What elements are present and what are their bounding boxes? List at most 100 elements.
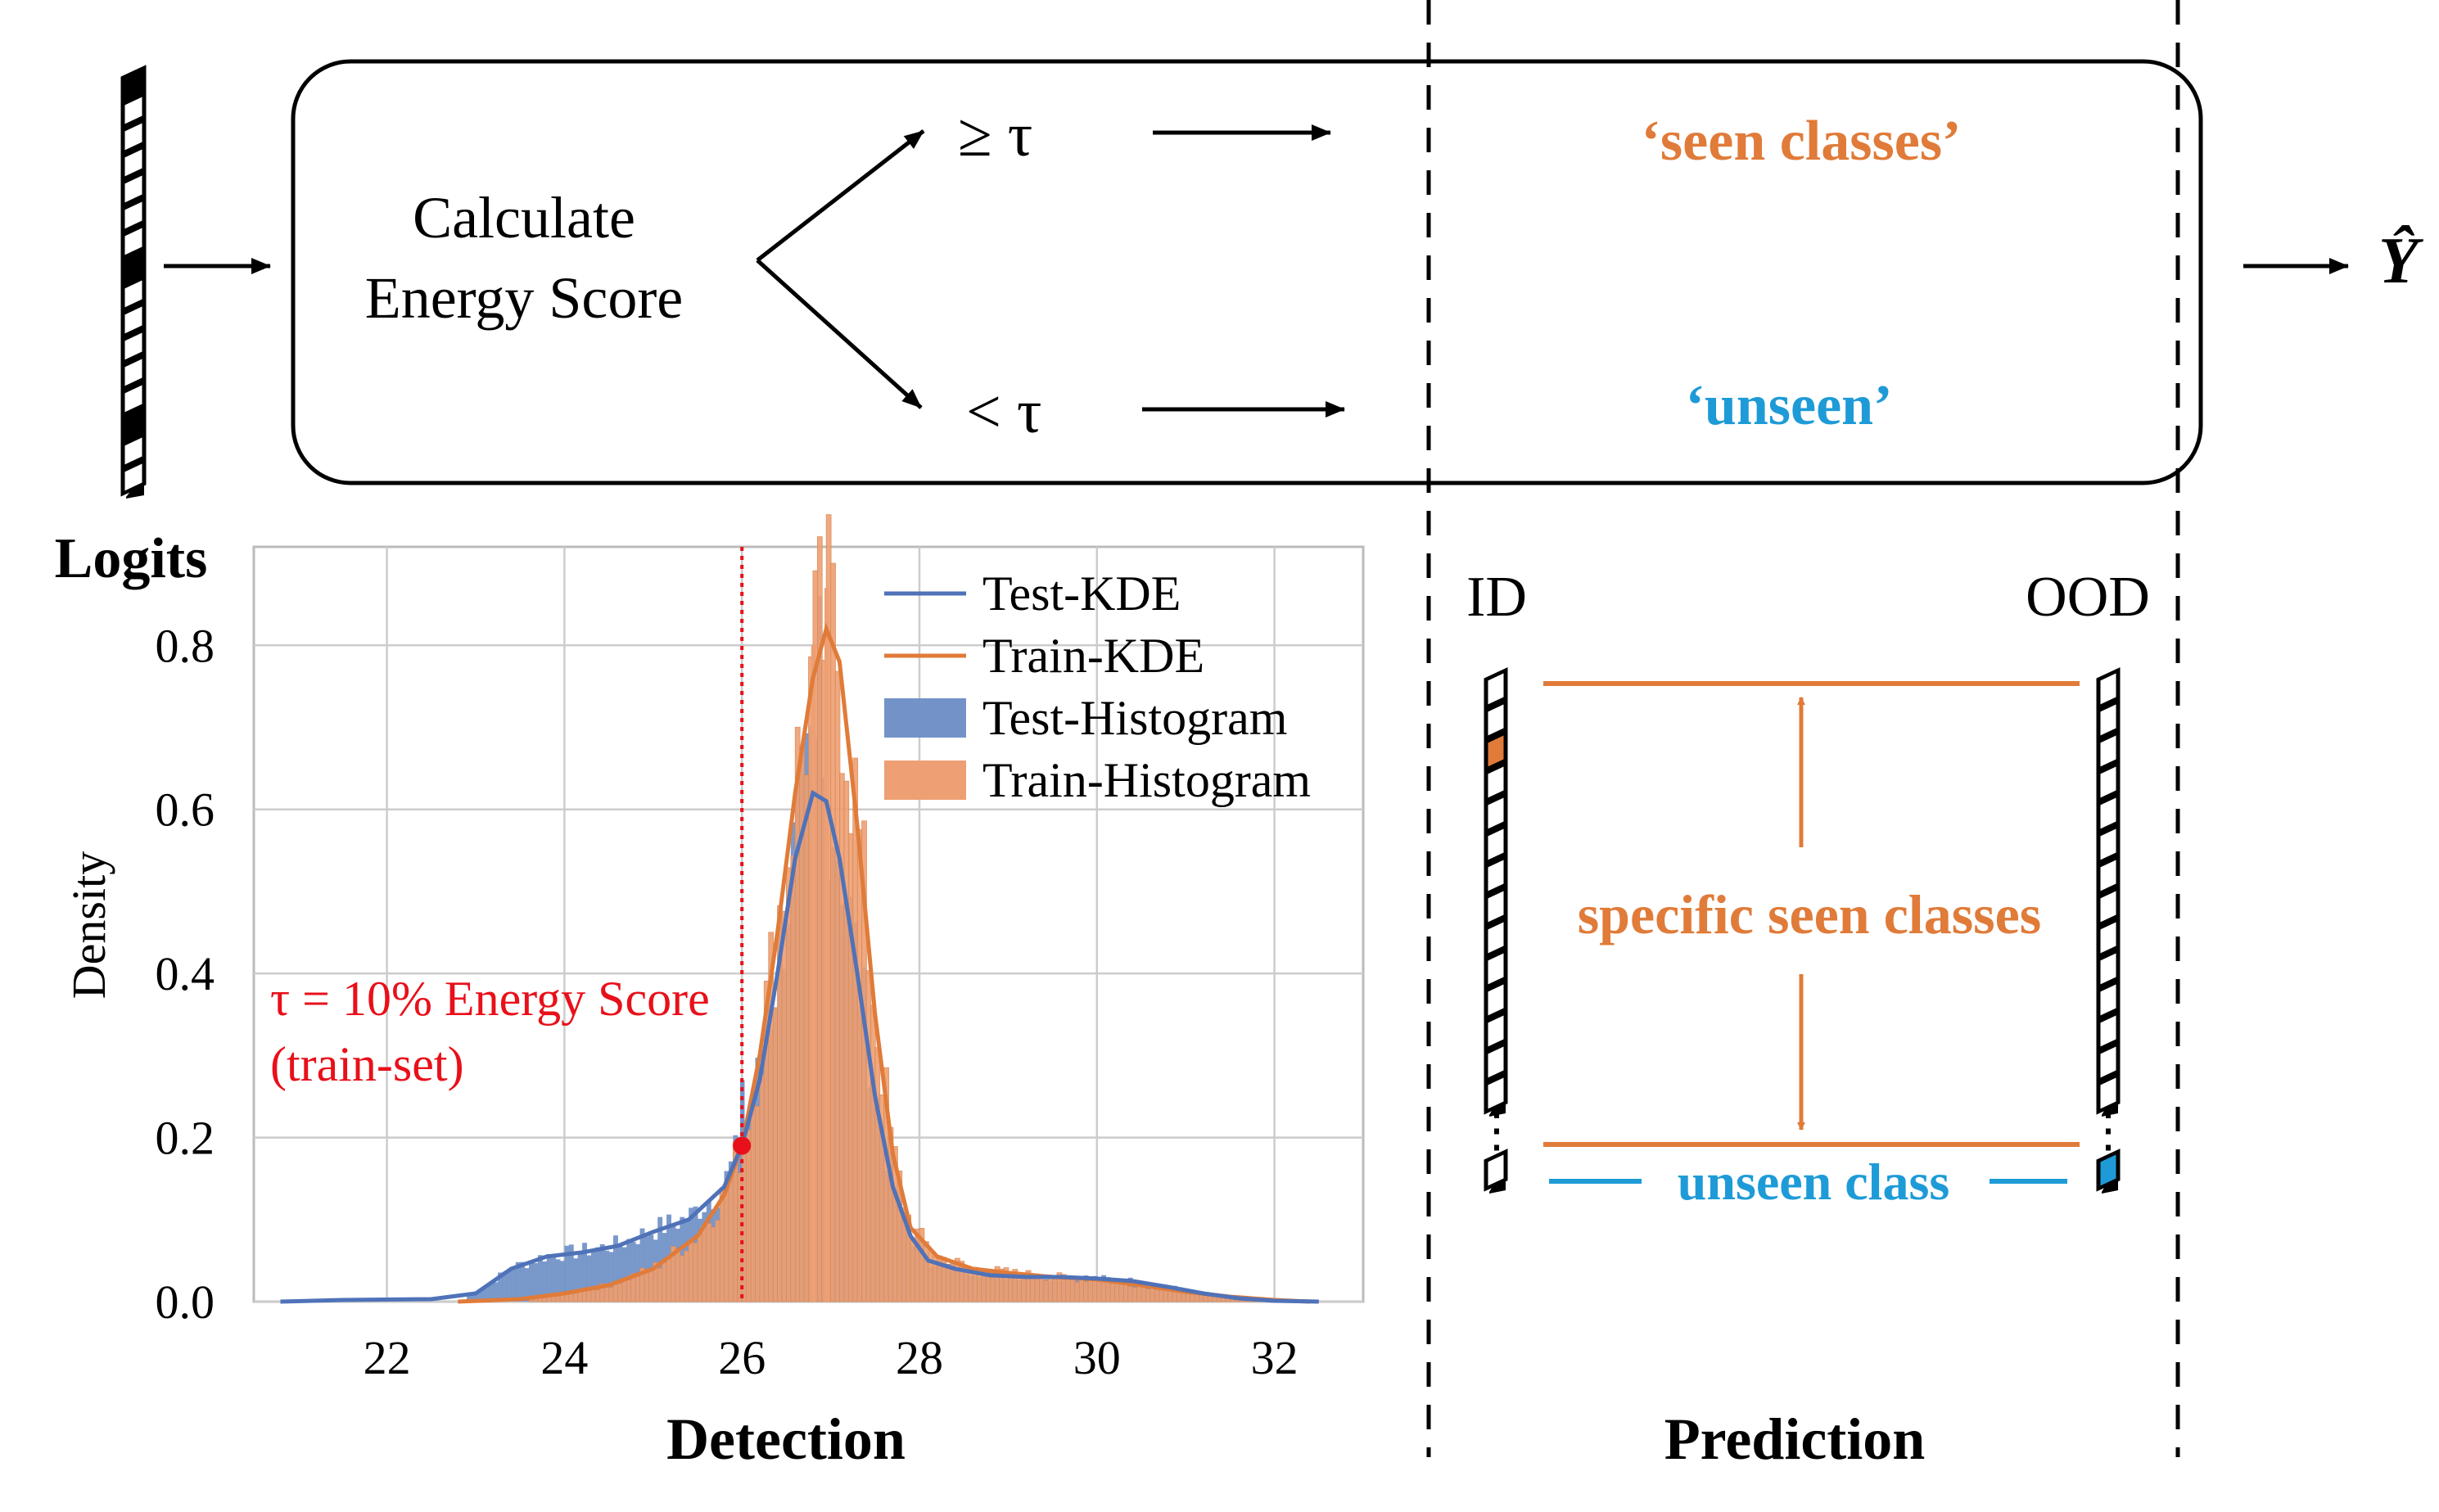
test-histogram-bar [559,1261,565,1302]
logit-cell [2096,916,2121,959]
logit-cell [1484,823,1508,866]
test-histogram-bar [551,1254,557,1302]
legend-entry: Test-Histogram [982,691,1287,745]
branch-high-label: ≥ τ [958,101,1032,169]
test-histogram-bar [524,1268,530,1302]
logit-cell [120,143,147,183]
logit-cell [1484,761,1508,804]
x-tick-label: 22 [364,1331,411,1384]
logit-cell [1484,885,1508,928]
y-tick-label: 0.4 [156,947,215,1000]
logit-cell [1484,916,1508,959]
logit-cell [2096,1009,2121,1053]
test-histogram-bar [564,1245,570,1302]
logit-cell [1484,1009,1508,1053]
logit-cell [1484,698,1508,742]
logit-cell [2096,792,2121,835]
logit-cell [2096,667,2121,711]
test-histogram-bar [617,1244,623,1302]
logit-cell [120,91,147,130]
logit-cell [120,65,147,104]
logit-cell [2096,1072,2121,1115]
test-histogram-bar [489,1282,495,1302]
logit-cell [120,169,147,209]
logit-cell [2096,698,2121,742]
unseen-class-label: unseen class [1678,1153,1950,1211]
test-histogram-bar [542,1261,548,1302]
test-histogram-bar [467,1293,472,1302]
ood-ellipsis: ⋮ [2084,1104,2132,1157]
y-hat-symbol: Ŷ [2378,225,2423,297]
test-histogram-bar [644,1236,649,1302]
logit-cell [120,405,147,445]
y-tick-label: 0.8 [156,619,215,672]
branch-arrow-low [756,259,923,409]
logit-cell [120,248,147,287]
ood-label: OOD [2026,566,2150,629]
id-label: ID [1466,566,1527,629]
logit-cell [2096,761,2121,804]
branch-arrow-high [756,129,925,262]
x-tick-label: 28 [896,1331,943,1384]
seen-classes-output: ‘seen classes’ [1642,110,1962,173]
logit-cell [120,431,147,471]
test-histogram-bar [657,1216,663,1302]
test-histogram-bar [599,1243,605,1302]
train-histogram-bar [811,645,816,1302]
energy-score-box [291,59,2203,485]
test-histogram-bar [639,1228,645,1302]
test-histogram-bar [498,1272,504,1302]
test-histogram-bar [502,1271,508,1302]
test-histogram-bar [533,1262,539,1302]
logit-cell [1484,947,1508,991]
logit-cell [120,353,147,392]
test-histogram-bar [568,1244,574,1302]
ood-logit-vector-icon [2096,667,2121,1194]
calc-line1: Calculate [413,185,635,250]
test-histogram-bar [515,1262,521,1302]
threshold-point [733,1136,752,1155]
detection-label: Detection [666,1406,906,1472]
branch-low-label: < τ [966,377,1041,446]
kde-lines [280,622,1319,1304]
logit-cell [120,117,147,156]
logit-cell [1484,729,1508,773]
test-histogram-bar [520,1262,526,1302]
logit-cell [120,458,147,497]
logit-cell [120,274,147,314]
legend-swatch [884,698,966,738]
logit-cell [1484,1072,1508,1115]
threshold-marker: τ = 10% Energy Score (train-set) [270,547,752,1302]
logit-cell [2096,854,2121,897]
test-histogram-bar [595,1247,601,1302]
tick-labels: 22 24 26 28 30 32 0.0 0.2 0.4 0.6 0.8 [156,619,1299,1384]
logit-cell [2096,1149,2121,1192]
x-tick-label: 26 [718,1331,766,1384]
test-histogram-bar [506,1271,512,1302]
logit-cell [120,327,147,366]
logit-cell [2096,885,2121,928]
legend-entry: Train-KDE [982,629,1204,683]
test-histogram-bar [480,1289,486,1302]
test-histogram-bar [626,1239,632,1302]
x-tick-label: 24 [540,1331,588,1384]
test-histogram-bar [604,1250,610,1302]
test-kde-line [280,789,1319,1304]
test-histogram-bar [511,1270,517,1302]
legend-swatch [884,761,966,800]
logit-cell [1484,978,1508,1022]
logit-cell [1484,854,1508,897]
logit-cell [2096,823,2121,866]
test-histogram-bar [613,1235,618,1302]
x-tick-label: 32 [1251,1331,1299,1384]
threshold-label-sub: (train-set) [270,1037,464,1091]
x-tick-label: 30 [1073,1331,1121,1384]
y-axis-label: Density [62,851,115,999]
test-histogram-bar [476,1293,481,1302]
prediction-label: Prediction [1664,1406,1926,1472]
test-histogram-bar [573,1258,579,1302]
logit-cell [120,379,147,418]
legend-entry: Test-KDE [982,566,1181,621]
legend-entry: Train-Histogram [982,753,1311,807]
